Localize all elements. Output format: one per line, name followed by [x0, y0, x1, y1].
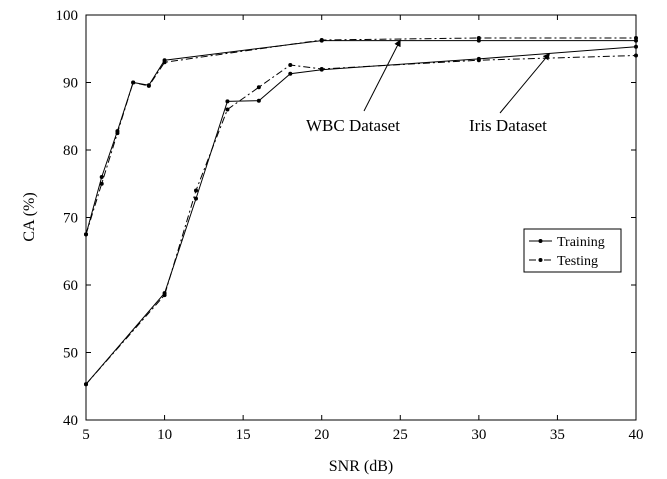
series-line — [85, 55, 637, 385]
data-point — [225, 99, 230, 104]
x-tick-label: 10 — [157, 427, 172, 443]
y-tick-label: 70 — [63, 211, 78, 227]
x-tick-label: 15 — [236, 427, 251, 443]
x-tick-label: 25 — [393, 427, 408, 443]
data-point — [99, 175, 104, 179]
x-tick-label: 30 — [471, 427, 486, 443]
legend-box — [523, 228, 622, 273]
data-point — [634, 35, 638, 40]
data-point — [194, 188, 198, 193]
data-point — [288, 71, 293, 76]
axis-ticks: 5 10 15 20 25 30 35 40 40 50 60 70 80 90 100 — [56, 8, 644, 443]
legend-label: Training — [557, 235, 605, 250]
plot-area — [85, 14, 637, 421]
series-3 — [84, 53, 638, 387]
data-point — [319, 37, 324, 42]
legend-entry: Training — [529, 235, 605, 250]
data-point — [288, 62, 293, 67]
annotation-layer: WBC Dataset Iris Dataset — [306, 39, 551, 135]
annotation-label: Iris Dataset — [469, 116, 547, 135]
data-point — [162, 293, 167, 298]
x-tick-label: 35 — [550, 427, 565, 443]
data-point — [476, 58, 481, 63]
series-1 — [84, 35, 638, 237]
annotation-label: WBC Dataset — [306, 116, 400, 135]
data-point — [319, 67, 324, 71]
annotation-arrow — [499, 52, 551, 114]
y-tick-label: 50 — [63, 346, 78, 362]
data-point — [476, 35, 481, 40]
y-axis-label: CA (%) — [21, 192, 38, 241]
data-point — [131, 80, 136, 85]
legend-label: Testing — [557, 254, 598, 269]
x-tick-label: 20 — [314, 427, 329, 443]
legend: Training Testing — [523, 228, 622, 273]
y-tick-label: 40 — [63, 413, 78, 429]
legend-marker — [538, 239, 543, 243]
data-point — [115, 131, 120, 136]
x-tick-label: 5 — [82, 427, 90, 443]
annotation-arrow — [363, 39, 401, 112]
data-point — [256, 85, 261, 90]
y-tick-label: 90 — [63, 76, 78, 92]
data-point — [194, 196, 198, 201]
data-point — [84, 382, 88, 387]
x-tick-label: 40 — [629, 427, 644, 443]
data-point — [99, 181, 104, 186]
data-point — [162, 60, 167, 65]
y-tick-label: 100 — [56, 8, 79, 24]
data-point — [634, 44, 638, 49]
y-tick-label: 80 — [63, 143, 78, 159]
data-point — [84, 232, 88, 237]
data-point — [256, 98, 261, 103]
series-layer — [84, 35, 638, 387]
data-point — [225, 107, 230, 112]
legend-entry: Testing — [529, 254, 598, 269]
data-point — [634, 53, 638, 58]
x-axis-label: SNR (dB) — [329, 458, 393, 475]
data-point — [146, 83, 151, 88]
y-tick-label: 60 — [63, 278, 78, 294]
legend-marker — [538, 258, 543, 262]
